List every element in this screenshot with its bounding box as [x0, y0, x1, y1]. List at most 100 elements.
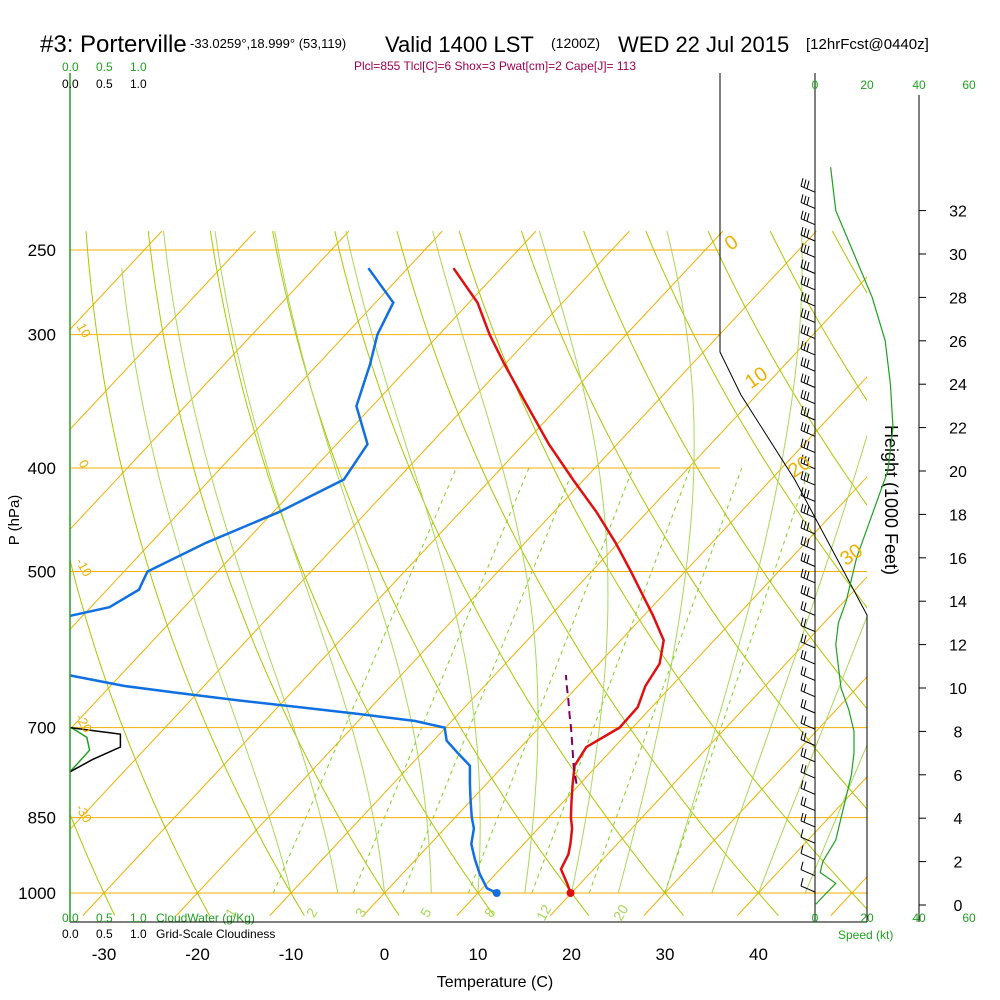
wind-barb-staff [800, 315, 816, 323]
wind-barb [800, 861, 816, 877]
wind-barb-flag [803, 407, 807, 416]
wind-barb [800, 373, 816, 388]
wind-barb-flag [803, 765, 807, 774]
height-tick-label: 26 [949, 334, 967, 351]
wind-barb [800, 796, 816, 812]
wind-barb-flag [806, 213, 810, 222]
wind-speed-tick-top: 0 [812, 78, 819, 92]
wind-barb-flag [800, 210, 804, 219]
wind-barb-flag [806, 261, 810, 271]
wind-barb-flag [800, 259, 804, 268]
wind-barb [800, 389, 816, 405]
wind-barb-flag [803, 211, 807, 221]
wind-barb-flag [803, 618, 807, 628]
wind-barb-flag [800, 584, 804, 594]
parcel-profile [564, 674, 578, 784]
cloudwater-tick-bottom: 0.0 [62, 911, 79, 925]
height-tick-label: 28 [949, 290, 967, 307]
wind-barb-flag [800, 617, 804, 626]
wind-barb-staff [800, 771, 816, 779]
temperature-tick-label: -10 [279, 945, 304, 964]
wind-barb-flag [806, 571, 810, 580]
wind-barb-flag [806, 294, 810, 303]
wind-barb [800, 438, 816, 454]
wind-barb [800, 405, 816, 421]
wind-barb-staff [800, 348, 816, 356]
wind-barb-flag [803, 667, 807, 676]
wind-speed-profile [814, 167, 894, 906]
isotherm-line [736, 776, 867, 916]
wind-barb [800, 829, 816, 844]
height-tick-label: 24 [949, 377, 967, 394]
wind-barb-flag [806, 229, 810, 238]
wind-barb-flag [803, 325, 807, 335]
wind-barb-staff [800, 560, 816, 567]
wind-barb-flag [803, 716, 807, 725]
isotherm-label: -20 [73, 711, 95, 735]
wind-barb [800, 617, 816, 633]
wind-barb [800, 682, 816, 698]
wind-barb-flag [800, 389, 804, 398]
wind-barb-flag [806, 392, 810, 401]
cloudwater-tick-top: 1.0 [130, 60, 147, 74]
wind-barb-flag [800, 715, 804, 724]
wind-barb-flag [803, 732, 807, 741]
wind-barb-flag [800, 698, 804, 708]
wind-barb-flag [803, 700, 807, 709]
surface-dewpoint-marker [492, 889, 501, 897]
wind-barb-staff [800, 364, 816, 372]
temperature-tick-label: 40 [749, 945, 768, 964]
wind-barb-staff [800, 332, 816, 340]
wind-barb-staff [800, 657, 816, 665]
wind-barb [800, 747, 816, 763]
wind-barb-flag [806, 441, 810, 450]
wind-barb [800, 698, 816, 714]
wind-barb [800, 259, 816, 274]
wind-barb-flag [803, 358, 807, 367]
wind-barb-flag [803, 423, 807, 432]
wind-barb-flag [800, 194, 804, 203]
wind-barb-flag [800, 226, 804, 236]
moist-adiabat-line [163, 231, 339, 894]
dry-adiabat-line [831, 230, 867, 294]
wind-barb-staff [800, 804, 816, 812]
wind-barb-flag [803, 439, 807, 449]
moist-adiabat-line [617, 230, 695, 894]
temperature-tick-label: 0 [380, 945, 389, 964]
dry-adiabat-line [85, 231, 305, 916]
forecast-info: [12hrFcst@0440z] [806, 36, 929, 53]
wind-barb-flag [803, 276, 807, 286]
wind-speed-tick-top: 40 [912, 78, 926, 92]
wind-barb [800, 291, 816, 307]
isotherm-line [70, 230, 537, 731]
wind-barb [800, 812, 816, 828]
wind-barb-staff [800, 234, 816, 242]
mixing-ratio-line [467, 467, 634, 894]
pressure-tick-label: 250 [28, 241, 56, 260]
wind-barb-staff [800, 625, 816, 633]
wind-barb [800, 845, 816, 860]
isotherm-line [70, 230, 443, 631]
isotherm-line [456, 476, 867, 916]
mixing-ratio-label: 20 [610, 902, 632, 924]
wind-barb-flag [806, 278, 810, 287]
wind-barb-flag [800, 340, 804, 350]
cloudiness-tick-top: 1.0 [130, 77, 147, 91]
wind-barb-flag [800, 731, 804, 740]
thermo-grid [70, 230, 867, 916]
wind-barb-flag [800, 275, 804, 284]
wind-barb-staff [800, 283, 816, 291]
surface-temperature-marker [566, 889, 575, 897]
wind-barb [800, 357, 816, 372]
height-tick-label: 12 [949, 638, 967, 655]
wind-barb-flag [800, 812, 804, 822]
pressure-tick-label: 1000 [18, 884, 56, 903]
wind-barb-staff [800, 185, 816, 193]
wind-barb-staff [800, 608, 816, 616]
wind-barb-staff [800, 722, 816, 730]
wind-barb-flag [806, 554, 810, 564]
isotherm-line [549, 576, 867, 916]
moist-adiabat-line [538, 230, 609, 894]
height-tick-label: 10 [949, 681, 967, 698]
wind-speed-tick-top: 20 [860, 78, 874, 92]
